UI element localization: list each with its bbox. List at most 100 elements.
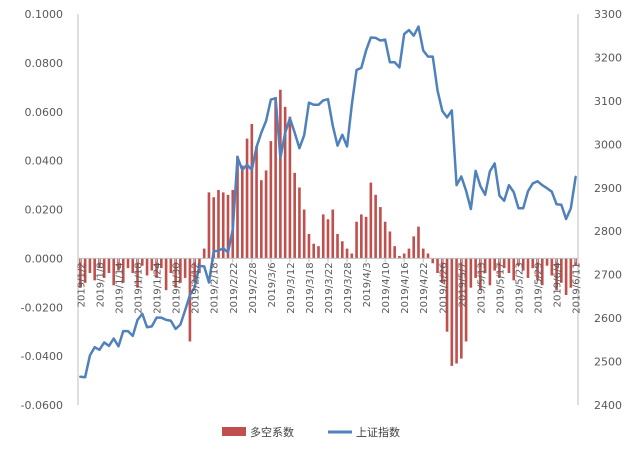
line-series bbox=[79, 25, 577, 379]
x-tick-label: 2019/1/2 bbox=[76, 262, 87, 307]
bar bbox=[264, 170, 268, 259]
x-tick-label: 2019/2/28 bbox=[248, 262, 259, 313]
right-tick-label: 2800 bbox=[594, 225, 622, 238]
bar bbox=[150, 258, 154, 271]
bar bbox=[540, 258, 544, 286]
bar bbox=[207, 192, 211, 259]
bar bbox=[112, 258, 116, 286]
bar bbox=[260, 180, 263, 259]
bar bbox=[183, 258, 187, 278]
bar bbox=[450, 258, 454, 366]
bar bbox=[221, 192, 225, 259]
bar bbox=[460, 258, 463, 359]
left-tick-label: 0.0200 bbox=[25, 204, 64, 217]
bar bbox=[336, 233, 339, 259]
bar bbox=[569, 258, 573, 288]
bar bbox=[279, 89, 282, 259]
x-tick-label: 2019/4/16 bbox=[400, 262, 411, 313]
bar bbox=[121, 258, 125, 283]
bar bbox=[188, 258, 192, 342]
bar bbox=[398, 255, 401, 259]
bar bbox=[531, 258, 535, 269]
bar bbox=[255, 145, 258, 259]
bar bbox=[179, 258, 182, 283]
line-layer bbox=[79, 25, 577, 379]
x-tick-label: 2019/2/18 bbox=[210, 262, 221, 313]
bar bbox=[521, 258, 525, 271]
bar bbox=[412, 236, 416, 259]
bar bbox=[164, 258, 168, 291]
x-tick-label: 2019/4/26 bbox=[438, 262, 449, 313]
x-tick-label: 2019/5/17 bbox=[495, 262, 506, 313]
bar bbox=[498, 258, 501, 278]
right-tick-label: 3000 bbox=[594, 138, 622, 151]
legend: 多空系数 上证指数 bbox=[222, 425, 400, 439]
bar bbox=[436, 258, 439, 274]
bar bbox=[555, 258, 558, 291]
bar bbox=[402, 253, 406, 259]
left-tick-label: -0.0600 bbox=[21, 399, 63, 412]
x-tick-label: 2019/3/28 bbox=[343, 262, 354, 313]
right-tick-label: 2600 bbox=[594, 312, 622, 325]
bar bbox=[388, 231, 392, 259]
bar bbox=[488, 258, 492, 286]
bar bbox=[126, 258, 130, 269]
bar bbox=[426, 253, 430, 259]
right-tick-label: 2700 bbox=[594, 269, 622, 282]
bar bbox=[131, 258, 135, 274]
bar bbox=[136, 258, 139, 288]
bar bbox=[512, 258, 516, 281]
bar bbox=[331, 209, 335, 259]
x-tick-label: 2019/5/13 bbox=[476, 262, 487, 313]
bar bbox=[317, 246, 320, 259]
bar bbox=[431, 258, 435, 264]
bar bbox=[526, 258, 530, 278]
x-tick-label: 2019/5/23 bbox=[515, 262, 526, 313]
bar bbox=[407, 248, 411, 259]
x-tick-label: 2019/5/7 bbox=[457, 262, 468, 307]
x-tick-label: 2019/3/22 bbox=[324, 262, 335, 313]
bar bbox=[393, 246, 396, 259]
bar bbox=[474, 258, 477, 278]
bar bbox=[379, 207, 382, 259]
bar bbox=[107, 258, 111, 274]
left-tick-label: 0.0800 bbox=[25, 57, 64, 70]
bar bbox=[217, 189, 220, 259]
bar bbox=[479, 258, 482, 291]
bar bbox=[245, 138, 249, 259]
bar bbox=[169, 258, 173, 274]
x-tick-label: 2019/3/18 bbox=[305, 262, 316, 313]
bar bbox=[340, 241, 344, 259]
x-tick-label: 2019/1/8 bbox=[95, 262, 106, 307]
labels-layer: 0.1000 0.0800 0.0600 0.0400 0.0200 0.0000 -0.0… bbox=[21, 8, 622, 412]
bar bbox=[455, 258, 458, 364]
bar bbox=[160, 258, 163, 269]
bar bbox=[117, 258, 120, 271]
bar bbox=[307, 233, 311, 259]
bars-layer bbox=[79, 89, 577, 366]
bar bbox=[345, 248, 349, 259]
right-tick-label: 2500 bbox=[594, 356, 622, 369]
bar bbox=[369, 182, 373, 259]
bar bbox=[560, 258, 563, 283]
bar bbox=[326, 219, 330, 259]
bar bbox=[383, 221, 387, 259]
bar bbox=[440, 258, 444, 283]
x-tick-label: 2019/1/14 bbox=[115, 262, 126, 313]
bar bbox=[250, 123, 254, 259]
bar bbox=[274, 97, 277, 259]
x-tick-label: 2019/4/22 bbox=[419, 262, 430, 313]
bar bbox=[202, 248, 206, 259]
right-tick-label: 3300 bbox=[594, 8, 622, 21]
bar bbox=[102, 258, 106, 278]
right-tick-label: 2400 bbox=[594, 399, 622, 412]
bar bbox=[350, 253, 354, 259]
bar bbox=[502, 258, 506, 269]
bar bbox=[545, 258, 549, 266]
legend-line-label: 上证指数 bbox=[356, 425, 400, 439]
bar bbox=[360, 214, 363, 259]
bar bbox=[140, 258, 144, 266]
left-tick-label: -0.0400 bbox=[21, 350, 63, 363]
bar bbox=[298, 187, 301, 259]
